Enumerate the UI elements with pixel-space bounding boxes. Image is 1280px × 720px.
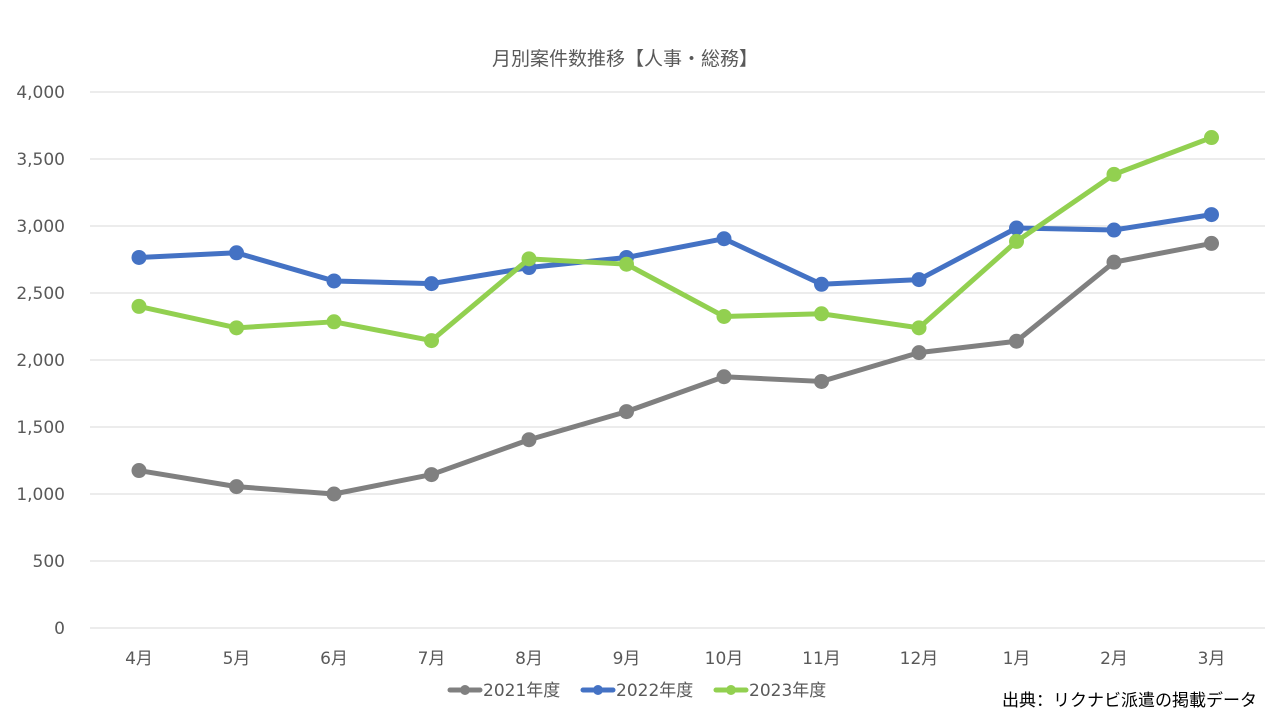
- x-tick-label: 5月: [223, 649, 251, 669]
- data-point: [131, 298, 147, 314]
- data-point: [619, 404, 634, 420]
- data-point: [521, 432, 537, 448]
- y-tick-label: 500: [33, 552, 65, 572]
- chart-title: 月別案件数推移【人事・総務】: [492, 48, 758, 70]
- data-point: [521, 251, 537, 267]
- y-tick-label: 4,000: [16, 83, 65, 103]
- x-tick-label: 2月: [1100, 649, 1128, 669]
- x-tick-label: 4月: [125, 649, 153, 669]
- y-tick-label: 2,500: [16, 284, 65, 304]
- data-point: [229, 479, 244, 495]
- y-tick-label: 3,000: [16, 217, 65, 237]
- x-axis-ticks: 4月 5月 6月 7月 8月 9月 10月 11月 12月 1月 2月 3月: [125, 649, 1225, 669]
- x-tick-label: 10月: [705, 649, 744, 669]
- data-point: [131, 463, 147, 479]
- data-point: [229, 245, 244, 261]
- gridlines: [90, 91, 1265, 629]
- data-point: [814, 276, 829, 292]
- y-tick-label: 2,000: [16, 351, 65, 371]
- series-3: [131, 130, 1219, 349]
- data-point: [716, 369, 732, 385]
- source-note: 出典：リクナビ派遣の掲載データ: [1002, 690, 1257, 711]
- data-point: [814, 373, 829, 389]
- legend-label: 2023年度: [749, 681, 826, 701]
- data-point: [326, 486, 342, 502]
- y-axis-ticks: 0 500 1,000 1,500 2,000 2,500 3,000 3,500 4,000: [16, 83, 65, 639]
- legend: 2021年度 2022年度 2023年度: [447, 681, 826, 701]
- series-line: [136, 240, 1214, 497]
- legend-swatch-marker: [460, 685, 470, 695]
- data-point: [131, 249, 147, 265]
- x-tick-label: 12月: [900, 649, 939, 669]
- data-point: [424, 467, 439, 483]
- y-tick-label: 1,000: [16, 485, 65, 505]
- data-point: [326, 314, 342, 330]
- data-point: [619, 256, 634, 272]
- data-point: [1106, 166, 1122, 182]
- series-line: [136, 212, 1214, 287]
- x-tick-label: 11月: [802, 649, 841, 669]
- data-point: [424, 333, 439, 349]
- data-point: [716, 231, 732, 247]
- data-point: [1204, 130, 1219, 146]
- series-2: [131, 207, 1219, 292]
- data-point: [716, 308, 732, 324]
- x-tick-label: 6月: [320, 649, 348, 669]
- data-point: [911, 320, 927, 336]
- data-point: [911, 272, 927, 288]
- data-point: [229, 320, 244, 336]
- data-point: [1204, 207, 1219, 223]
- data-point: [1009, 233, 1024, 249]
- data-point: [1009, 220, 1024, 236]
- data-point: [814, 306, 829, 322]
- legend-label: 2021年度: [483, 681, 560, 701]
- x-tick-label: 9月: [613, 649, 641, 669]
- data-point: [911, 345, 927, 361]
- legend-item: 2021年度: [447, 681, 560, 701]
- series-layer: [131, 130, 1219, 502]
- y-tick-label: 1,500: [16, 418, 65, 438]
- data-point: [1106, 222, 1122, 238]
- legend-swatch-marker: [593, 685, 603, 695]
- legend-item: 2023年度: [713, 681, 826, 701]
- data-point: [1204, 235, 1219, 251]
- legend-swatch-marker: [726, 685, 736, 695]
- x-tick-label: 3月: [1198, 649, 1226, 669]
- y-tick-label: 0: [54, 619, 65, 639]
- x-tick-label: 7月: [418, 649, 446, 669]
- x-tick-label: 8月: [515, 649, 543, 669]
- series-line: [136, 135, 1214, 344]
- series-1: [131, 235, 1219, 502]
- data-point: [1106, 254, 1122, 270]
- legend-item: 2022年度: [580, 681, 693, 701]
- y-tick-label: 3,500: [16, 150, 65, 170]
- data-point: [326, 273, 342, 289]
- data-point: [1009, 333, 1024, 349]
- data-point: [424, 276, 439, 292]
- x-tick-label: 1月: [1003, 649, 1031, 669]
- legend-label: 2022年度: [616, 681, 693, 701]
